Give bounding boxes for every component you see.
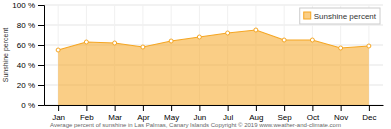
y-tick-label: 20 % xyxy=(17,81,35,90)
y-tick-label: 80 % xyxy=(17,21,35,30)
point xyxy=(367,44,371,48)
point xyxy=(113,41,117,45)
point xyxy=(141,45,145,49)
x-tick: Dec xyxy=(362,105,376,122)
legend-frame xyxy=(300,8,380,24)
y-tick-mark xyxy=(38,105,44,106)
line xyxy=(58,30,369,50)
x-tick-mark xyxy=(284,105,285,111)
area xyxy=(58,30,369,105)
point xyxy=(310,38,314,42)
x-tick: Aug xyxy=(249,105,263,122)
y-tick-mark xyxy=(38,5,44,6)
x-tick-mark xyxy=(228,105,229,111)
x-tick-mark xyxy=(115,105,116,111)
x-tick: May xyxy=(164,105,179,122)
y-tick-mark xyxy=(38,85,44,86)
plot: Jan Feb Mar Apr May Jun Jul Aug Sep Oct Nov Dec 0 % 2… xyxy=(2,1,384,122)
axis-line xyxy=(38,6,45,106)
x-axis: Jan Feb Mar Apr May Jun Jul Aug Sep Oct Nov Dec xyxy=(45,105,384,122)
x-tick-mark xyxy=(171,105,172,111)
x-tick: Sep xyxy=(278,105,293,122)
grid-line-y xyxy=(44,5,383,6)
y-tick: 0 % xyxy=(21,101,44,110)
y-axis: 0 % 20 % 40 % 60 % 80 % 100 % xyxy=(12,1,44,110)
y-tick-label: 60 % xyxy=(17,41,35,50)
x-tick-label: Aug xyxy=(249,113,263,122)
x-tick-label: May xyxy=(164,113,179,122)
y-tick-label: 100 % xyxy=(12,1,35,10)
x-tick-label: Jan xyxy=(52,113,65,122)
x-tick-mark xyxy=(256,105,257,111)
y-tick-mark xyxy=(38,45,44,46)
y-tick: 80 % xyxy=(17,21,44,30)
x-tick: Apr xyxy=(137,105,150,122)
grid-line-y xyxy=(44,25,383,26)
x-tick: Feb xyxy=(80,105,94,122)
y-tick-label: 40 % xyxy=(17,61,35,70)
point xyxy=(197,35,201,39)
marks xyxy=(56,28,371,105)
x-tick: Jul xyxy=(223,105,233,122)
x-tick-label: Mar xyxy=(108,113,122,122)
y-tick-mark xyxy=(38,65,44,66)
y-tick: 100 % xyxy=(12,1,44,10)
x-tick-mark xyxy=(199,105,200,111)
y-tick: 20 % xyxy=(17,81,44,90)
point xyxy=(84,40,88,44)
x-tick: Mar xyxy=(108,105,122,122)
x-tick-mark xyxy=(86,105,87,111)
x-tick-label: Sep xyxy=(278,113,293,122)
y-tick: 40 % xyxy=(17,61,44,70)
point xyxy=(282,38,286,42)
point xyxy=(56,48,60,52)
axis-line xyxy=(45,105,384,106)
x-tick: Oct xyxy=(307,105,320,122)
legend: Sunshine percent xyxy=(300,8,380,24)
chart: Jan Feb Mar Apr May Jun Jul Aug Sep Oct Nov Dec 0 % 2… xyxy=(0,0,391,129)
x-tick: Jun xyxy=(193,105,206,122)
y-tick-label: 0 % xyxy=(21,101,35,110)
x-tick-label: Dec xyxy=(362,113,376,122)
point xyxy=(169,39,173,43)
x-tick-mark xyxy=(143,105,144,111)
point xyxy=(254,28,258,32)
x-tick-mark xyxy=(369,105,370,111)
x-tick-label: Feb xyxy=(80,113,94,122)
x-tick-mark xyxy=(58,105,59,111)
x-tick-mark xyxy=(341,105,342,111)
point xyxy=(339,46,343,50)
x-tick-label: Jul xyxy=(223,113,233,122)
point xyxy=(226,31,230,35)
x-tick: Nov xyxy=(334,105,348,122)
caption: Average percent of sunshine in Las Palma… xyxy=(50,122,341,128)
y-tick-mark xyxy=(38,25,44,26)
y-tick: 60 % xyxy=(17,41,44,50)
x-tick-label: Jun xyxy=(193,113,206,122)
x-tick: Jan xyxy=(52,105,65,122)
y-axis-title: Sunshine percent xyxy=(2,28,10,83)
x-tick-label: Apr xyxy=(137,113,150,122)
x-tick-label: Oct xyxy=(307,113,320,122)
x-tick-mark xyxy=(312,105,313,111)
legend-label: Sunshine percent xyxy=(314,12,377,21)
x-tick-label: Nov xyxy=(334,113,348,122)
legend-swatch xyxy=(304,12,311,19)
grid xyxy=(44,5,383,105)
